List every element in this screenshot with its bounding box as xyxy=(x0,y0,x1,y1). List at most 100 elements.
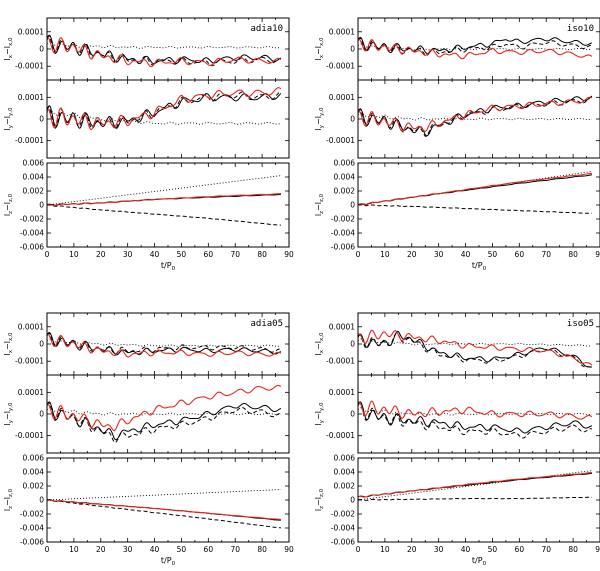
y-axis-label: lz−lz,0 xyxy=(314,488,325,511)
x-tick-label: 70 xyxy=(541,250,551,259)
y-tick-label: 0.004 xyxy=(23,173,45,182)
x-tick-label: 40 xyxy=(150,545,160,554)
series-line-dotted-reference xyxy=(358,43,592,51)
panel-frame xyxy=(357,374,600,454)
series-group xyxy=(358,329,593,369)
series-line-dashed-black xyxy=(358,496,592,501)
series-group xyxy=(47,332,282,358)
x-tick-label: 20 xyxy=(96,250,106,259)
series-line-red xyxy=(358,38,593,60)
series-group xyxy=(358,36,593,60)
y-axis-label: lz−lz,0 xyxy=(314,193,325,216)
series-line-red xyxy=(47,333,282,358)
y-tick-label: 0.002 xyxy=(334,482,356,491)
series-group xyxy=(47,34,282,68)
y-tick-label: 0 xyxy=(350,496,355,505)
series-line-dashed-black xyxy=(47,91,282,129)
y-axis-label: ly−ly,0 xyxy=(3,107,14,130)
chart-iso05: 0.00010-0.0001lx−lx,0iso050.00010-0.0001… xyxy=(314,312,600,567)
y-tick-label: 0 xyxy=(350,410,355,419)
x-axis-label: t/P0 xyxy=(161,261,176,272)
x-tick-label: 60 xyxy=(515,250,525,259)
series-group xyxy=(47,384,282,443)
y-tick-label: 0 xyxy=(39,410,44,419)
x-tick-label: 90 xyxy=(595,545,600,554)
y-tick-label: 0.006 xyxy=(23,159,45,168)
series-line-red xyxy=(47,193,281,206)
y-tick-label: -0.0001 xyxy=(326,62,355,71)
panel-adia10-3: 0.006 0.004 0.002 0 -0.002 -0.004 -0.006 lz−lz,… xyxy=(3,159,294,273)
x-tick-label: 30 xyxy=(123,250,133,259)
x-tick-label: 0 xyxy=(356,250,361,259)
series-group xyxy=(358,95,593,137)
y-tick-label: -0.006 xyxy=(20,538,44,547)
chart-adia10: 0.00010-0.0001lx−lx,0adia100.00010-0.000… xyxy=(3,17,294,273)
y-tick-label: -0.004 xyxy=(331,229,355,238)
x-axis-label: t/P0 xyxy=(472,556,487,567)
series-line-dotted-reference xyxy=(47,109,282,125)
x-tick-label: 60 xyxy=(515,545,525,554)
x-tick-label: 90 xyxy=(284,250,294,259)
series-line-dashed-black xyxy=(47,402,282,443)
series-line-red xyxy=(47,384,282,432)
x-tick-label: 20 xyxy=(96,545,106,554)
y-tick-label: -0.0001 xyxy=(15,431,44,440)
y-tick-label: 0 xyxy=(39,340,44,349)
series-line-dashed-black xyxy=(358,402,593,439)
x-tick-label: 50 xyxy=(488,250,498,259)
y-axis-label: lx−lx,0 xyxy=(314,37,325,60)
x-tick-label: 20 xyxy=(407,545,417,554)
series-line-solid-black xyxy=(358,36,593,55)
panel-frame xyxy=(46,162,290,248)
y-tick-label: -0.006 xyxy=(331,538,355,547)
y-tick-label: 0.0001 xyxy=(329,93,355,102)
series-line-dotted-reference xyxy=(358,470,592,501)
chart-iso10: 0.00010-0.0001lx−lx,0iso100.00010-0.0001… xyxy=(314,17,600,272)
y-tick-label: 0.0001 xyxy=(18,93,44,102)
series-group xyxy=(47,87,282,131)
x-tick-label: 20 xyxy=(407,250,417,259)
series-line-solid-black xyxy=(47,93,282,129)
y-tick-label: 0.002 xyxy=(23,482,45,491)
y-tick-label: 0.004 xyxy=(23,468,45,477)
x-tick-label: 40 xyxy=(461,250,471,259)
x-tick-label: 80 xyxy=(568,545,578,554)
x-tick-label: 70 xyxy=(230,250,240,259)
series-line-red xyxy=(358,400,593,420)
chart-title: adia10 xyxy=(250,24,283,34)
x-tick-label: 60 xyxy=(204,545,214,554)
y-tick-label: -0.0001 xyxy=(15,62,44,71)
x-tick-label: 30 xyxy=(123,545,133,554)
y-tick-label: 0.004 xyxy=(334,468,356,477)
y-tick-label: 0 xyxy=(39,496,44,505)
chart-title: iso05 xyxy=(567,319,594,329)
series-line-red xyxy=(47,499,281,521)
x-tick-label: 0 xyxy=(45,545,50,554)
y-tick-label: -0.0001 xyxy=(326,136,355,145)
x-axis-label: t/P0 xyxy=(472,261,487,272)
y-axis-label: lx−lx,0 xyxy=(3,37,14,60)
x-tick-label: 10 xyxy=(380,250,390,259)
chart-title: iso10 xyxy=(567,24,594,34)
series-line-dashed-black xyxy=(358,332,593,369)
panel-iso10-3: 0.006 0.004 0.002 0 -0.002 -0.004 -0.006 lz−lz,… xyxy=(314,159,600,272)
series-line-red xyxy=(358,172,592,206)
y-tick-label: -0.0001 xyxy=(326,357,355,366)
x-tick-label: 50 xyxy=(177,250,187,259)
y-tick-label: 0 xyxy=(350,340,355,349)
y-axis-label: ly−ly,0 xyxy=(314,107,325,130)
series-line-dotted-reference xyxy=(358,112,592,121)
panel-frame xyxy=(46,457,290,543)
series-line-dashed-black xyxy=(358,96,593,137)
y-axis-label: lx−lx,0 xyxy=(3,332,14,355)
y-tick-label: 0.0001 xyxy=(329,388,355,397)
series-line-dotted-reference xyxy=(47,407,281,416)
series-line-red xyxy=(47,37,282,68)
panel-frame xyxy=(357,457,600,543)
